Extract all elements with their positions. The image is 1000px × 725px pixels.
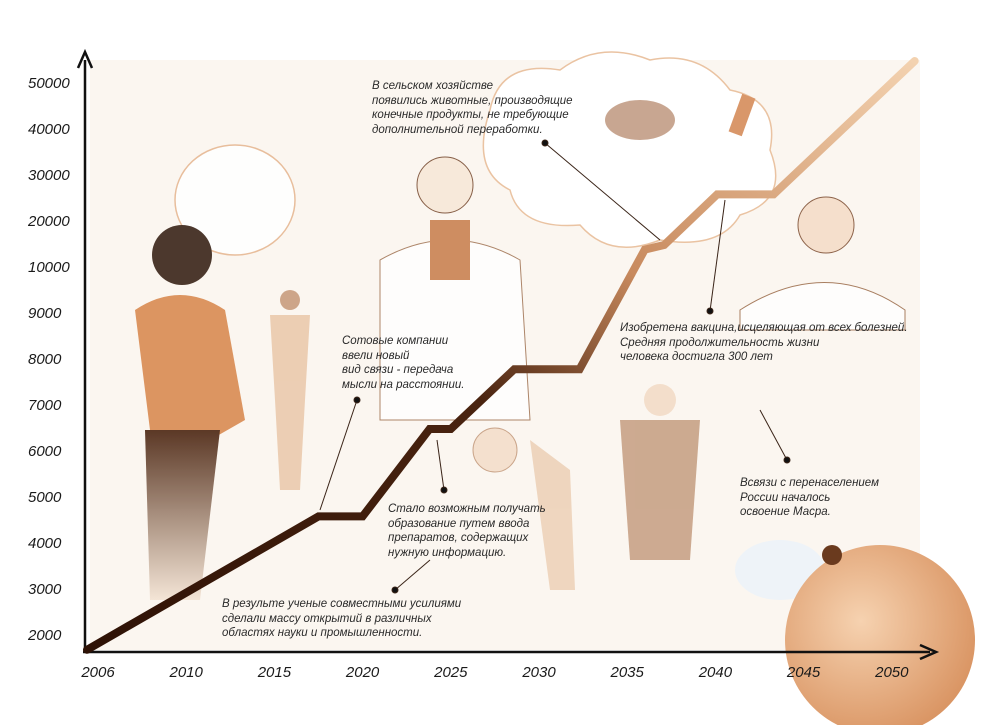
x-tick-label: 2040 bbox=[698, 664, 733, 681]
x-tick-label: 2020 bbox=[345, 664, 380, 681]
illustration-math-man bbox=[620, 384, 700, 560]
tree-icon bbox=[822, 545, 842, 565]
y-tick-label: 5000 bbox=[28, 489, 62, 506]
illustration-thought-cloud bbox=[482, 51, 777, 248]
x-tick-label: 2050 bbox=[875, 664, 909, 681]
y-tick-label: 9000 bbox=[28, 305, 62, 322]
illustration-woman bbox=[135, 144, 296, 600]
annotation-leaders bbox=[319, 139, 791, 594]
y-tick-label: 8000 bbox=[28, 351, 62, 368]
y-tick-label: 2000 bbox=[28, 627, 62, 644]
milk-carton-icon bbox=[728, 93, 756, 137]
x-tick-label: 2035 bbox=[610, 664, 644, 681]
x-tick-label: 2010 bbox=[169, 664, 203, 681]
annotation-vaccine: Изобретена вакцина,исцеляющая от всех бо… bbox=[620, 322, 908, 363]
x-axis-arrow-icon bbox=[919, 643, 940, 661]
x-tick-label: 2045 bbox=[786, 664, 821, 681]
y-tick-label: 50000 bbox=[28, 75, 70, 92]
illustration-man-glasses bbox=[739, 196, 906, 331]
cow-icon bbox=[605, 100, 675, 140]
illustration-scientist bbox=[379, 156, 531, 421]
y-tick-label: 40000 bbox=[28, 121, 70, 138]
annotation-telepathy: Сотовые компании ввели новый вид связи -… bbox=[342, 335, 465, 391]
y-tick-label: 10000 bbox=[28, 259, 70, 276]
illustration-mars bbox=[735, 540, 975, 725]
annotation-mars: Всвязи с перенаселением России началось … bbox=[740, 477, 879, 518]
annotation-agriculture: В сельском хозяйстве появились животные,… bbox=[372, 80, 573, 136]
y-tick-label: 6000 bbox=[28, 443, 62, 460]
y-tick-label: 4000 bbox=[28, 535, 62, 552]
y-tick-label: 3000 bbox=[28, 581, 62, 598]
y-axis-arrow-icon bbox=[76, 48, 94, 69]
annotation-discoveries: В результе ученые совместными усилиями с… bbox=[222, 598, 462, 639]
y-tick-label: 20000 bbox=[28, 213, 70, 230]
x-tick-label: 2030 bbox=[522, 664, 556, 681]
illustration-man-walking bbox=[270, 290, 310, 490]
y-tick-label: 7000 bbox=[28, 397, 62, 414]
x-tick-label: 2025 bbox=[434, 664, 468, 681]
y-tick-label: 30000 bbox=[28, 167, 70, 184]
annotation-education: Стало возможным получать образование пут… bbox=[388, 503, 546, 559]
x-tick-label: 2015 bbox=[257, 664, 292, 681]
series-line bbox=[83, 57, 919, 654]
illustration-boy-globe bbox=[472, 427, 575, 590]
x-tick-label: 2006 bbox=[81, 664, 115, 681]
